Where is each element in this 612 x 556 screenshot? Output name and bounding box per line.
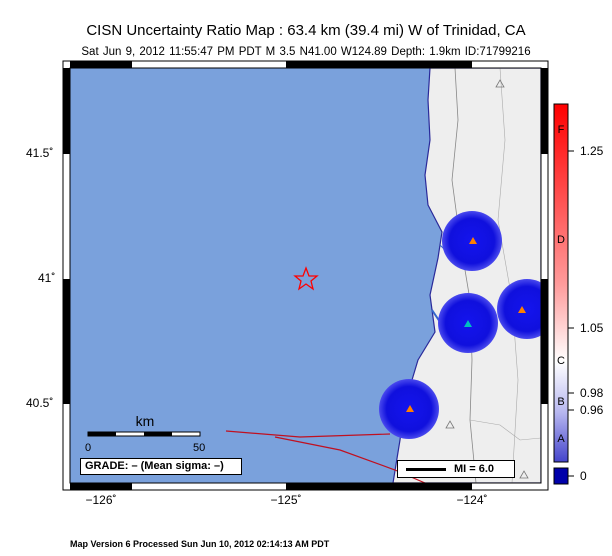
map-subtitle: Sat Jun 9, 2012 11:55:47 PM PDT M 3.5 N4… (81, 46, 531, 58)
map-footer: Map Version 6 Processed Sun Jun 10, 2012… (70, 539, 330, 549)
triangle-icon (464, 320, 472, 327)
mi-legend-line (406, 468, 446, 471)
triangle-icon (469, 237, 477, 244)
scale-bar-label: 0 (85, 442, 92, 454)
triangle-icon (445, 420, 455, 429)
scale-bar (87, 431, 201, 437)
x-tick-label: −125˚ (270, 493, 302, 507)
colorbar-grade-letter: F (557, 124, 565, 136)
frame-ticks (63, 61, 548, 490)
uncertainty-disc (497, 279, 541, 339)
scale-bar-unit: km (135, 413, 155, 429)
y-tick-label: 41˚ (38, 271, 56, 285)
x-tick-label: −124˚ (456, 493, 488, 507)
county-boundary (469, 419, 541, 441)
colorbar-value: 0 (580, 469, 587, 483)
colorbar-value: 0.98 (580, 386, 604, 400)
colorbar-value: 1.05 (580, 321, 604, 335)
county-boundary (497, 68, 519, 483)
colorbar-value: 1.25 (580, 144, 604, 158)
y-tick-label: 40.5˚ (26, 396, 54, 410)
triangle-icon (518, 306, 526, 313)
frame-outline (62, 60, 549, 491)
mi-legend: MI = 6.0 (397, 460, 515, 478)
triangle-icon (495, 79, 505, 88)
land-area (392, 68, 541, 483)
colorbar-value: 0.96 (580, 403, 604, 417)
star-icon (293, 266, 319, 291)
colorbar-grade-letter: C (557, 355, 565, 367)
fault-line (225, 430, 391, 438)
colorbar-grade-letter: D (557, 234, 565, 246)
colorbar-ticks (568, 150, 574, 477)
colorbar-grade-letter: A (557, 433, 565, 445)
triangle-icon (519, 470, 529, 479)
colorbar-grade-letter: B (557, 396, 565, 408)
colorbar-zero-swatch (553, 467, 569, 485)
triangle-icon (406, 405, 414, 412)
grade-label: GRADE: – (Mean sigma: –) (80, 458, 242, 475)
y-tick-label: 41.5˚ (26, 146, 54, 160)
colorbar (553, 103, 569, 463)
mi-legend-text: MI = 6.0 (454, 463, 495, 475)
scale-bar-label: 50 (193, 442, 206, 454)
x-tick-label: −126˚ (85, 493, 117, 507)
map-title: CISN Uncertainty Ratio Map : 63.4 km (39… (86, 22, 526, 39)
